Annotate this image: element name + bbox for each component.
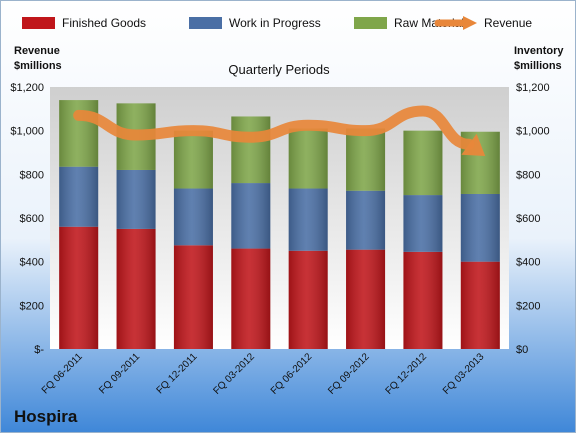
- bar-shading: [403, 130, 443, 196]
- right-tick-label: $0: [516, 344, 528, 356]
- legend-label-revenue: Revenue: [484, 16, 532, 30]
- right-tick-label: $400: [516, 257, 540, 269]
- bar-shading: [288, 128, 328, 189]
- chart-title: Quarterly Periods: [228, 62, 330, 77]
- legend-swatch-1: [22, 17, 55, 29]
- right-tick-label: $1,200: [516, 82, 550, 94]
- bars: [59, 100, 500, 349]
- bar-shading: [346, 190, 386, 250]
- left-tick-label: $800: [20, 169, 44, 181]
- legend-swatch-revenue-arrowhead: [463, 16, 477, 30]
- bar-shading: [231, 183, 271, 249]
- left-tick-label: $200: [20, 300, 44, 312]
- legend-swatch-3: [354, 17, 387, 29]
- left-axis-label-line1: Revenue: [14, 45, 60, 57]
- bar-shading: [288, 188, 328, 251]
- legend-swatch-2: [189, 17, 222, 29]
- right-axis-label-line1: Inventory: [514, 45, 564, 57]
- revenue-line-arrowhead: [461, 133, 486, 156]
- legend-label-1: Finished Goods: [62, 16, 146, 30]
- bar-shading: [403, 251, 443, 349]
- bar-shading: [59, 226, 99, 349]
- revenue-line: [73, 105, 486, 156]
- left-tick-label: $600: [20, 213, 44, 225]
- revenue-line-path: [73, 105, 475, 150]
- right-tick-label: $600: [516, 213, 540, 225]
- bar-shading: [173, 188, 213, 246]
- right-tick-label: $800: [516, 169, 540, 181]
- bar-shading: [346, 128, 386, 191]
- left-axis-label-line2: $millions: [14, 60, 62, 72]
- bar-shading: [288, 250, 328, 349]
- left-axis-ticks: $- $200 $400 $600 $800 $1,000 $1,200: [10, 82, 44, 356]
- bar-shading: [460, 193, 500, 262]
- bar-shading: [346, 249, 386, 349]
- left-tick-label: $400: [20, 257, 44, 269]
- bar-shading: [231, 248, 271, 349]
- company-name: Hospira: [14, 407, 78, 426]
- bar-shading: [173, 130, 213, 189]
- left-tick-label: $1,000: [10, 126, 44, 138]
- right-tick-label: $200: [516, 300, 540, 312]
- bar-shading: [59, 166, 99, 227]
- bar-shading: [460, 261, 500, 349]
- bar-shading: [116, 228, 156, 349]
- legend: Finished Goods Work in Progress Raw Materi…: [22, 16, 532, 30]
- bar-shading: [403, 195, 443, 252]
- legend-label-2: Work in Progress: [229, 16, 321, 30]
- right-axis-ticks: $0 $200 $400 $600 $800 $1,000 $1,200: [516, 82, 550, 356]
- right-axis-label-line2: $millions: [514, 60, 562, 72]
- right-tick-label: $1,000: [516, 126, 550, 138]
- left-tick-label: $-: [34, 344, 44, 356]
- bar-shading: [116, 169, 156, 229]
- bar-shading: [173, 245, 213, 349]
- bar-shading: [231, 116, 271, 184]
- left-tick-label: $1,200: [10, 82, 44, 94]
